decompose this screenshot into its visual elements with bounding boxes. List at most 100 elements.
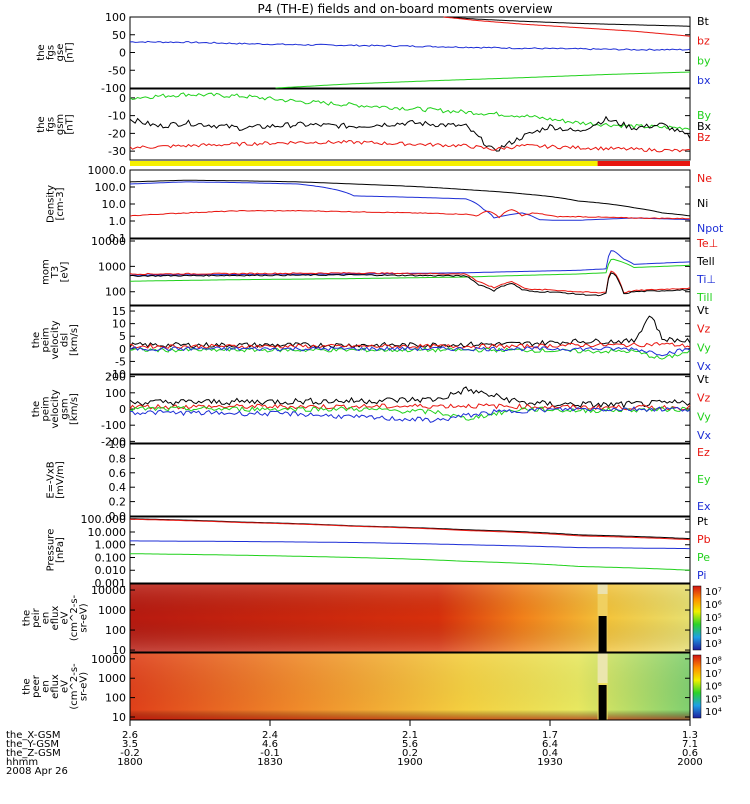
- y-label-line: [nT]: [64, 42, 75, 62]
- legend-item: Vz: [697, 392, 711, 405]
- legend: Te⊥ Tell Ti⊥ Till: [696, 237, 718, 304]
- tick-label: 100: [105, 624, 126, 637]
- tick-label: 15: [112, 305, 126, 318]
- y-label-line: peim: [41, 327, 52, 352]
- y-label-line: velocity: [50, 389, 61, 428]
- colorbar-scale: [692, 585, 702, 651]
- spectrogram-shade: [130, 653, 690, 720]
- panel-frame: [129, 516, 691, 584]
- tick-label: 10: [112, 644, 126, 657]
- series-By: [129, 92, 691, 131]
- x-tick-label: 1.3: [682, 730, 698, 741]
- y-label-line: peir: [31, 607, 42, 627]
- tick-label: 5: [119, 330, 126, 343]
- tick-label: 0: [119, 47, 126, 60]
- y-ticks: 10000 1000 100: [91, 235, 690, 299]
- y-label-line: [km/s]: [69, 393, 80, 425]
- x-tick-label: -0.1: [260, 748, 280, 759]
- colorbar-tick-label: 10⁴: [705, 626, 722, 637]
- spectrogram-gap: [598, 685, 607, 720]
- tick-label: 0: [119, 92, 126, 105]
- x-tick-label: 1800: [117, 757, 142, 768]
- tick-label: -10: [108, 110, 126, 123]
- y-label-line: peim: [41, 396, 52, 421]
- y-label-line: Pressure: [45, 529, 56, 572]
- tick-label: -20: [108, 127, 126, 140]
- legend-item: by: [697, 54, 711, 67]
- y-label-line: the: [36, 44, 47, 60]
- tick-label: -5: [115, 355, 126, 368]
- tick-label: 10: [112, 711, 126, 724]
- x-tick-label: 2000: [677, 757, 702, 768]
- legend-item: Bx: [697, 120, 712, 133]
- y-ticks: 200 100 0 -100 -200: [101, 371, 690, 448]
- series-by: [275, 71, 691, 89]
- legend-item: Ex: [697, 500, 711, 513]
- status-strip-segment: [130, 161, 598, 166]
- colorbar-tick-label: 10⁴: [705, 707, 722, 718]
- y-ticks: 10000 1000 100 10: [91, 653, 690, 724]
- tick-label: 1000: [98, 260, 126, 273]
- tick-label: 0.001: [95, 577, 127, 590]
- tick-label: 1.0: [109, 215, 127, 228]
- x-tick-label: 0.4: [542, 748, 558, 759]
- legend-item: Vy: [697, 341, 711, 354]
- x-tick-label: 0.2: [402, 748, 418, 759]
- tick-label: 100.0: [95, 181, 127, 194]
- tick-label: 0: [119, 343, 126, 356]
- y-label-line: peer: [31, 674, 42, 698]
- tick-label: 0.8: [109, 452, 127, 465]
- y-label-line: velocity: [50, 320, 61, 359]
- legend-item: Vt: [697, 304, 710, 317]
- series-Bt: [443, 16, 690, 27]
- legend: Bt bz by bx: [697, 15, 711, 87]
- series-bz: [443, 16, 691, 37]
- colorbar-tick-label: 10⁶: [705, 682, 722, 693]
- y-label-line: E=-VxB: [45, 461, 56, 498]
- x-tick-label: 1930: [537, 757, 562, 768]
- chart-title: P4 (TH-E) fields and on-board moments ov…: [257, 2, 552, 16]
- legend: Vt Vz Vy Vx: [697, 304, 712, 373]
- y-label-line: eV: [60, 611, 71, 624]
- colorbar-scale: [692, 654, 702, 719]
- series-Ni: [129, 179, 691, 217]
- tick-label: 0.0: [109, 510, 127, 523]
- tick-label: 10000: [91, 653, 126, 666]
- y-ticks: 1000.0 100.0 10.0 1.0 0.1: [88, 164, 690, 245]
- panel-7: 1.00.8 0.60.4 0.20.0 E=-VxB[mV/m] Ez Ey Ex: [45, 438, 711, 523]
- tick-label: 0.100: [95, 551, 127, 564]
- y-label-line: gsm: [60, 398, 71, 419]
- y-label-line: mom: [41, 259, 52, 285]
- x-tick-label: 1830: [257, 757, 282, 768]
- tick-label: 0.6: [109, 467, 127, 480]
- tick-label: 10.000: [88, 526, 127, 539]
- y-label-line: fgs: [45, 117, 56, 132]
- x-tick-label: 7.1: [682, 739, 698, 750]
- y-label-line: eflux: [50, 606, 61, 631]
- legend-item: Vz: [697, 323, 711, 336]
- x-tick-label: 4.6: [262, 739, 278, 750]
- y-label-line: fgs: [45, 45, 56, 60]
- panel-frame: [129, 238, 691, 306]
- tick-label: 10: [112, 318, 126, 331]
- tick-label: 10000: [91, 235, 126, 248]
- y-axis-label: Density[cm-3]: [45, 185, 66, 223]
- y-label-line: [mV/m]: [55, 461, 66, 499]
- panel-frame: [129, 583, 691, 653]
- x-tick-label: 2.4: [262, 730, 278, 741]
- y-label-line: the: [22, 678, 33, 694]
- legend: Ne Ni Npot: [697, 172, 724, 235]
- panel-frame: [129, 305, 691, 375]
- x-row-label: hhmm: [6, 757, 38, 768]
- legend-item: Tell: [696, 255, 715, 268]
- colorbar-tick-label: 10⁸: [705, 656, 722, 667]
- y-label-line: the: [31, 401, 42, 417]
- legend-item: Pe: [697, 551, 710, 564]
